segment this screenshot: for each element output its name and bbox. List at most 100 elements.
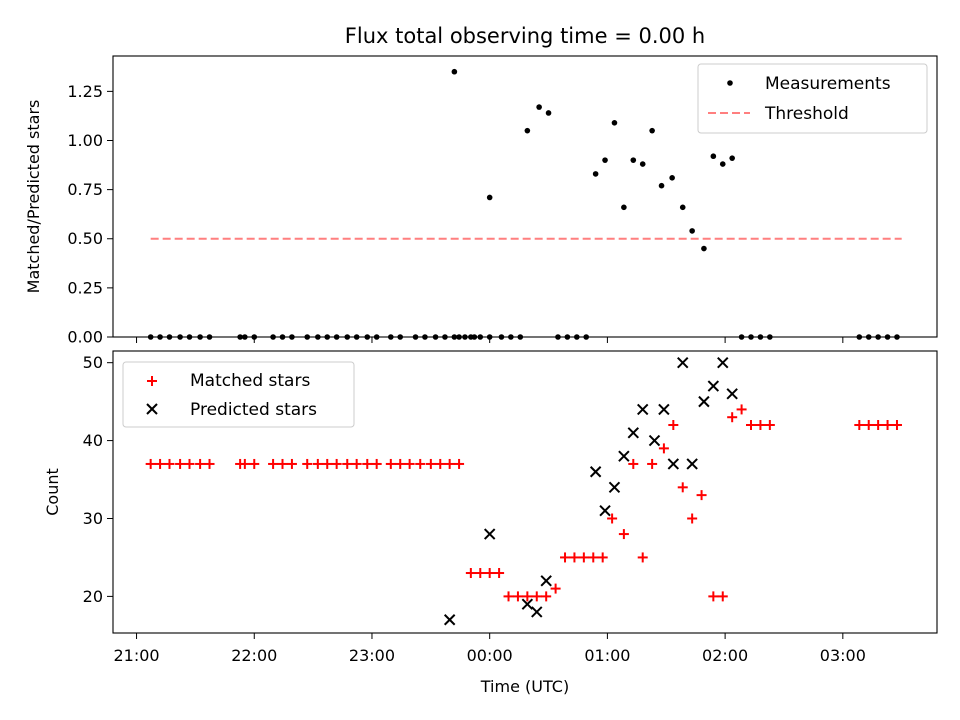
matched-star-point <box>184 458 195 469</box>
x-tick-label: 03:00 <box>820 646 866 665</box>
bottom-panel: Count Time (UTC) 20 30 40 50 21:00 22:00 23:0… <box>43 350 938 696</box>
predicted-star-point <box>521 598 534 610</box>
matched-star-point <box>746 420 757 431</box>
matched-star-point <box>435 458 446 469</box>
matched-star-point <box>727 412 738 423</box>
measurement-point <box>422 334 428 340</box>
measurement-point <box>894 334 900 340</box>
predicted-star-point <box>531 606 543 618</box>
measurement-point <box>564 334 571 340</box>
measurement-point <box>592 171 599 177</box>
bottom-axes-frame <box>112 350 938 634</box>
measurement-point <box>456 334 462 340</box>
matched-star-point <box>175 458 186 469</box>
matched-star-point <box>512 591 523 602</box>
top-legend: Measurements Threshold <box>697 63 928 134</box>
matched-star-point <box>647 458 658 469</box>
matched-star-point <box>560 552 571 563</box>
legend-label-threshold: Threshold <box>764 104 849 124</box>
matched-star-point <box>708 591 719 602</box>
measurement-point <box>719 161 726 167</box>
predicted-star-point <box>648 434 661 447</box>
matched-star-point <box>425 458 436 469</box>
measurement-point <box>611 120 618 126</box>
matched-star-point <box>503 591 514 602</box>
matched-star-point <box>628 458 639 469</box>
measurement-point <box>442 334 448 340</box>
predicted-star-point <box>698 395 710 408</box>
measurement-point <box>738 334 745 340</box>
measurement-point <box>498 334 505 340</box>
measurement-point <box>397 334 404 340</box>
measurement-point <box>524 127 531 134</box>
matched-star-point <box>465 568 476 579</box>
bottom-y-axis-label: Count <box>43 468 62 516</box>
measurement-point <box>767 334 773 340</box>
x-tick-label: 22:00 <box>231 646 277 665</box>
measurement-point <box>583 334 590 340</box>
matched-star-point <box>873 420 884 431</box>
measurement-point <box>875 334 881 340</box>
matched-star-point <box>331 458 342 469</box>
top-legend-box <box>697 63 928 134</box>
matched-star-point <box>607 513 618 524</box>
matched-star-point <box>342 458 353 469</box>
measurement-point <box>251 334 258 340</box>
bottom-x-ticks: 21:00 22:00 23:00 00:00 01:00 02:00 03:00 <box>113 633 866 665</box>
matched-star-point <box>322 458 333 469</box>
y-tick-label: 40 <box>83 431 103 450</box>
measurement-point <box>157 334 163 340</box>
measurement-point <box>364 334 371 340</box>
y-tick-label: 0.50 <box>67 229 103 248</box>
matched-star-point <box>145 458 156 469</box>
measurement-point <box>865 334 872 340</box>
y-tick-label: 30 <box>83 509 103 528</box>
matched-star-point <box>286 458 297 469</box>
measurement-point <box>373 334 380 340</box>
matched-star-point <box>677 482 688 493</box>
matched-star-point <box>522 591 533 602</box>
bottom-series <box>145 356 902 626</box>
predicted-star-point <box>717 356 729 369</box>
matched-star-point <box>717 591 728 602</box>
y-tick-label: 1.00 <box>67 131 103 150</box>
matched-star-point <box>578 552 589 563</box>
matched-star-point <box>618 529 629 540</box>
matched-star-point <box>415 458 426 469</box>
matched-star-point <box>854 420 865 431</box>
measurement-point <box>536 104 542 110</box>
matched-star-point <box>569 552 580 563</box>
predicted-star-point <box>667 458 680 470</box>
matched-star-point <box>863 420 874 431</box>
matched-star-point <box>637 552 648 563</box>
matched-star-point <box>687 513 698 524</box>
predicted-star-point <box>608 481 621 494</box>
matched-star-point <box>736 404 747 415</box>
measurement-point <box>573 334 580 340</box>
predicted-star-point <box>637 403 649 416</box>
measurement-point <box>166 334 173 340</box>
measurement-point <box>315 334 321 340</box>
legend-label-measurements: Measurements <box>765 74 891 94</box>
matched-star-point <box>891 420 902 431</box>
measurement-point <box>177 334 183 340</box>
measurement-point <box>856 334 863 340</box>
x-tick-label: 21:00 <box>113 646 159 665</box>
matched-star-point <box>597 552 608 563</box>
matched-star-point <box>195 458 206 469</box>
matched-star-point <box>550 583 561 594</box>
matched-star-point <box>764 420 775 431</box>
top-series <box>147 68 902 340</box>
bottom-y-ticks: 20 30 40 50 <box>83 353 113 606</box>
measurement-point <box>197 334 203 340</box>
matched-star-point <box>351 458 362 469</box>
x-tick-label: 02:00 <box>702 646 748 665</box>
y-tick-label: 20 <box>83 587 103 606</box>
matched-star-point <box>362 458 373 469</box>
measurement-point <box>689 228 695 234</box>
predicted-star-point <box>627 427 640 439</box>
matched-star-point <box>302 458 313 469</box>
measurement-point <box>729 155 735 161</box>
predicted-star-point <box>618 450 630 462</box>
